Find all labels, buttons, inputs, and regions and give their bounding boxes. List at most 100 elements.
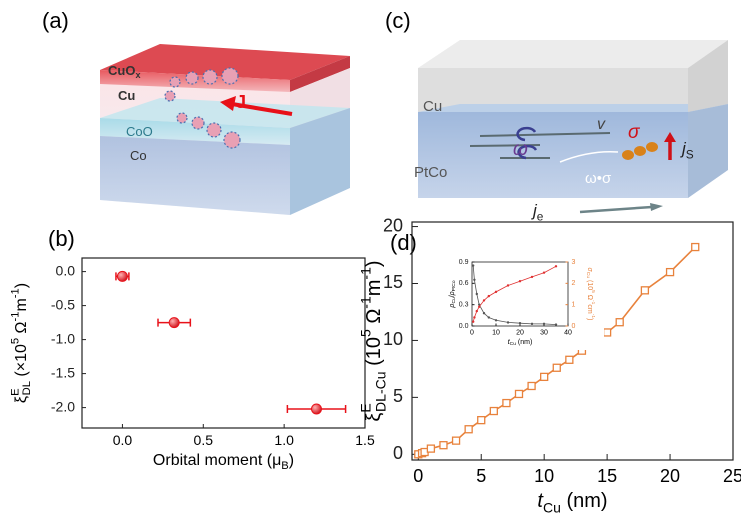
x-tick-label: 1.5 [355,432,375,448]
marker [531,276,533,278]
text-part: x [135,71,140,81]
marker [553,364,560,371]
text-part: -1 [357,296,373,309]
text-part: cm [586,304,593,314]
marker [519,322,521,324]
text-part: -1 [357,267,373,280]
marker [490,408,497,415]
text-part: σ [628,122,641,143]
marker [555,265,557,267]
x-tick-label: 15 [597,466,617,486]
text-part: ) [13,283,30,288]
marker [503,400,510,407]
point [169,318,179,328]
marker [472,321,474,323]
text-part: CoO [126,124,153,139]
text-part: PtCo [451,280,457,291]
ptco-layer [418,112,688,198]
y-tick-label: -1.5 [51,364,75,380]
current-label: J [236,92,246,112]
y-tick-label: -2.0 [51,398,75,414]
text-part: PtCo [414,164,447,181]
x-tick-label: 30 [540,329,548,336]
y-tick-label: 0.0 [56,262,76,278]
marker [465,426,472,433]
y-axis-label: ξEDL-Cu (105 Ω-1m-1) [357,260,388,421]
y-tick-label: 0.9 [459,259,469,266]
text-part: Cu [543,499,561,515]
y-tick-label: 2 [572,280,576,287]
text-part: (nm) [516,339,532,346]
marker [543,323,545,325]
text-part: E [9,388,21,395]
omega-label: ω [513,139,528,160]
text-part: DL [21,381,33,395]
text-part: Cu [423,98,442,115]
text-part: ) [289,452,294,469]
y-tick-label: 0.6 [459,280,469,287]
text-part: J [236,92,246,112]
arrow-head [650,203,663,211]
panel-label: (c) [385,8,411,33]
marker [440,442,447,449]
layer-label: Cu [423,98,442,115]
text-part: ξ [363,413,385,422]
text-part: (×10 [13,344,30,381]
schematic-a: CuOx Cu CoO Co J [100,44,350,215]
charge-current-label: je [531,201,544,223]
y-tick-label: 0 [572,323,576,330]
marker [604,329,611,336]
text-part: Ω [13,321,30,337]
text-part: (nm) [561,490,608,512]
text-part: DL-Cu [372,371,388,411]
x-tick-label: 20 [516,329,524,336]
text-part: -1 [9,312,21,322]
marker [507,284,509,286]
x-tick-label: 40 [564,329,572,336]
layer-label: Cu [118,88,135,103]
text-part: ω•σ [585,170,612,187]
x-axis-label: Orbital moment (μB) [153,452,294,472]
plot-frame [82,258,365,428]
x-tick-label: 10 [492,329,500,336]
y-tick-label: 15 [383,272,403,292]
page: { "panels": {"a": "(a)", "b": "(b)", "c"… [0,0,741,517]
y-tick-label: -0.5 [51,296,75,312]
x-tick-label: 0.5 [194,432,214,448]
marker [667,269,674,276]
marker [472,264,474,266]
x-tick-label: 0.0 [113,432,133,448]
marker [473,316,475,318]
marker [641,287,648,294]
x-tick-label: 10 [534,466,554,486]
marker [519,280,521,282]
text-part: ξ [13,396,30,403]
chart: 0.0 0.5 1.0 1.5 0.0 -0.5 -1.0 -1.5 -2.0 Orbital m… [9,258,375,472]
marker [566,356,573,363]
x-axis-label: tCu (nm) [537,490,607,515]
text-part: ω [513,139,528,160]
marker [555,323,557,325]
y-tick-label: 20 [383,215,403,235]
text-part: CuO [108,63,135,78]
marker [495,291,497,293]
x-tick-label: 1.0 [274,432,294,448]
text-part: ) [363,260,385,267]
marker [616,319,623,326]
marker [541,373,548,380]
marker [478,417,485,424]
text-part: (10 [363,337,385,371]
marker [476,310,478,312]
y-tick-label: 3 [572,259,576,266]
layer-label: Co [130,148,147,163]
y-tick-label: -1.0 [51,330,75,346]
charge-current-arrow [580,207,652,212]
y-tick-label: 10 [383,329,403,349]
schematic-c: Cu PtCo v ω σ jS ω•σ je [414,40,728,224]
marker [528,382,535,389]
marker [488,295,490,297]
text-part: Orbital moment (μ [153,452,281,469]
marker [483,299,485,301]
marker [483,312,485,314]
interface [418,104,728,112]
